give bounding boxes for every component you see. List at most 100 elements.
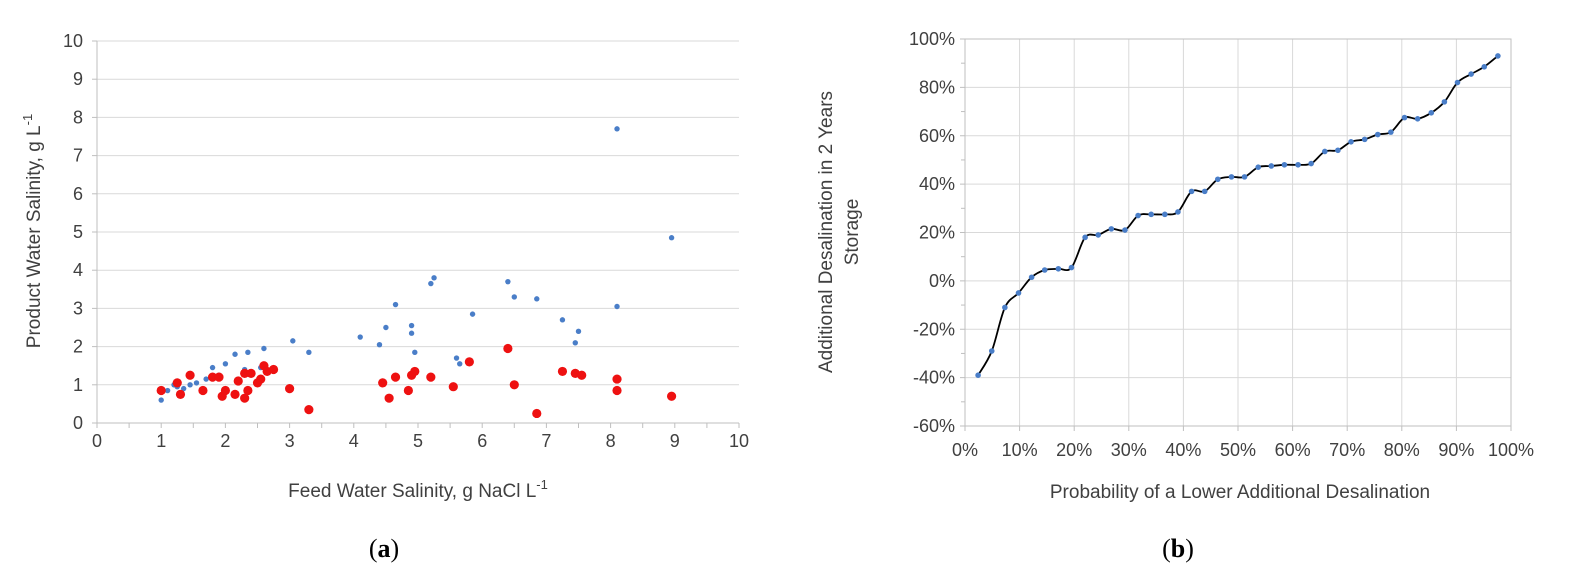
panel-a-y-tick-label: 2 bbox=[73, 337, 83, 357]
panel-b-series bbox=[975, 53, 1501, 379]
panel-a-blue-point bbox=[469, 311, 476, 317]
panel-b-x-axis-label: Probability of a Lower Additional Desali… bbox=[1050, 482, 1430, 503]
panel-a-blue-point bbox=[575, 328, 582, 335]
panel-b-data-point bbox=[1322, 148, 1328, 155]
panel-a-y-tick-label: 3 bbox=[73, 298, 83, 318]
panel-b-y-tick-label: 0% bbox=[929, 271, 955, 291]
panel-b-data-point bbox=[1055, 265, 1062, 272]
panel-a-blue-point bbox=[511, 294, 517, 300]
panel-a-x-tick-label: 0 bbox=[92, 431, 102, 451]
panel-a-scatter-chart: 0 1 2 3 4 5 6 7 8 9 10 0 1 2 3 4 5 6 7 8 9 10 Feed Water Sal… bbox=[20, 31, 749, 563]
panel-b-data-point bbox=[1135, 212, 1141, 219]
panel-b-data-point bbox=[988, 348, 995, 354]
panel-a-y-tick-label: 8 bbox=[73, 107, 83, 127]
panel-a-blue-point bbox=[158, 397, 164, 403]
panel-a-red-point bbox=[156, 385, 166, 396]
panel-b-data-point bbox=[1041, 267, 1048, 273]
panel-a-blue-point bbox=[392, 301, 399, 308]
panel-a-red-point bbox=[532, 408, 542, 419]
panel-a-red-point bbox=[172, 378, 182, 388]
panel-b-y-tick-label: -60% bbox=[913, 416, 955, 436]
panel-a-red-point bbox=[390, 372, 401, 382]
panel-b-x-tick-label: 100% bbox=[1488, 440, 1534, 460]
panel-b-data-point bbox=[975, 372, 981, 379]
panel-a-x-tick-label: 5 bbox=[413, 431, 423, 451]
panel-a-blue-point bbox=[559, 317, 566, 323]
panel-b-data-point bbox=[1414, 116, 1421, 122]
panel-a-red-point bbox=[384, 393, 394, 403]
panel-b-data-point bbox=[1095, 232, 1102, 238]
panel-a-x-tick-label: 8 bbox=[606, 431, 616, 451]
panel-a-y-axis-label: Product Water Salinity, g L-1 bbox=[20, 114, 45, 348]
panel-b-y-tick-label: -40% bbox=[913, 368, 955, 388]
panel-a-blue-point bbox=[412, 349, 418, 356]
panel-b-data-point bbox=[1335, 147, 1341, 154]
panel-b-data-point bbox=[1281, 161, 1288, 168]
panel-b-data-point bbox=[1175, 209, 1181, 215]
panel-a-red-point bbox=[175, 389, 186, 399]
panel-b-y-tick-label: 40% bbox=[919, 174, 955, 194]
panel-a-blue-point bbox=[431, 275, 437, 281]
panel-a-red-point bbox=[509, 380, 519, 390]
panel-a-red-point bbox=[268, 364, 279, 375]
panel-a-y-tick-label: 5 bbox=[73, 222, 83, 242]
panel-b-x-tick-label: 60% bbox=[1275, 440, 1311, 460]
panel-a-red-point bbox=[220, 385, 230, 396]
panel-a-blue-point bbox=[245, 349, 251, 356]
panel-a-blue-point bbox=[505, 278, 511, 285]
panel-b-data-point bbox=[1374, 131, 1381, 138]
panel-a-y-tick-labels: 0 1 2 3 4 5 6 7 8 9 10 bbox=[63, 31, 83, 433]
panel-b-data-point bbox=[1308, 160, 1314, 167]
panel-b-plot-frame bbox=[964, 38, 1512, 427]
panel-a-red-point bbox=[577, 370, 587, 380]
panel-a-y-tick-label: 6 bbox=[73, 184, 83, 204]
panel-b-data-point bbox=[1122, 227, 1128, 233]
panel-b-data-point bbox=[1268, 163, 1275, 169]
panel-b-data-point bbox=[1082, 234, 1088, 241]
panel-a-red-point bbox=[378, 378, 388, 388]
panel-b-series-line bbox=[977, 55, 1499, 376]
panel-b-data-point bbox=[1188, 188, 1195, 195]
panel-a-y-tick-label: 10 bbox=[63, 31, 83, 51]
panel-b-x-tick-label: 10% bbox=[1002, 440, 1038, 460]
panel-a-red-point bbox=[240, 368, 250, 378]
panel-a-blue-point bbox=[572, 340, 578, 346]
panel-a-blue-point bbox=[203, 376, 209, 382]
panel-b-y-tick-label: 80% bbox=[919, 77, 955, 97]
panel-a-red-point bbox=[246, 368, 256, 378]
panel-b-data-point bbox=[1441, 99, 1448, 105]
panel-a-blue-point bbox=[290, 338, 296, 344]
panel-b-x-tick-label: 80% bbox=[1384, 440, 1420, 460]
panel-b-data-point bbox=[1068, 264, 1075, 271]
panel-b-x-tick-label: 90% bbox=[1438, 440, 1474, 460]
panel-a-blue-point bbox=[428, 280, 434, 287]
panel-a-red-point bbox=[612, 374, 622, 384]
panel-b-x-tick-label: 50% bbox=[1220, 440, 1256, 460]
panel-b-data-point bbox=[1241, 174, 1248, 180]
panel-b-data-point bbox=[1015, 290, 1022, 296]
panel-a-x-tick-label: 3 bbox=[285, 431, 295, 451]
panel-a-red-point bbox=[185, 370, 195, 380]
panel-b-data-point bbox=[1348, 138, 1354, 145]
panel-b-data-point bbox=[1428, 109, 1435, 116]
panel-b-y-axis-label: Additional Desalination in 2 Years Stora… bbox=[816, 91, 863, 373]
panel-a-x-tick-label: 7 bbox=[541, 431, 551, 451]
panel-a-red-point bbox=[214, 372, 224, 382]
panel-a-blue-point bbox=[383, 324, 389, 331]
panel-b-y-axis-label-line-1: Additional Desalination in 2 Years bbox=[816, 91, 837, 373]
panel-a-x-tick-label: 2 bbox=[220, 431, 230, 451]
panel-b-caption: (b) bbox=[1162, 534, 1194, 563]
panel-a-y-tick-label: 0 bbox=[73, 413, 83, 433]
panel-a-blue-point bbox=[408, 322, 415, 329]
panel-a-red-point bbox=[403, 385, 413, 396]
panel-a-caption: (a) bbox=[369, 534, 399, 563]
panel-a-blue-point bbox=[222, 361, 229, 367]
panel-b-x-tick-label: 20% bbox=[1056, 440, 1092, 460]
panel-a-blue-point bbox=[457, 361, 463, 367]
panel-a-x-tick-label: 6 bbox=[477, 431, 487, 451]
panel-a-red-point bbox=[198, 385, 208, 396]
panel-b-x-tick-label: 70% bbox=[1329, 440, 1365, 460]
panel-a-blue-point bbox=[261, 345, 267, 352]
panel-a-x-tick-label: 10 bbox=[729, 431, 749, 451]
